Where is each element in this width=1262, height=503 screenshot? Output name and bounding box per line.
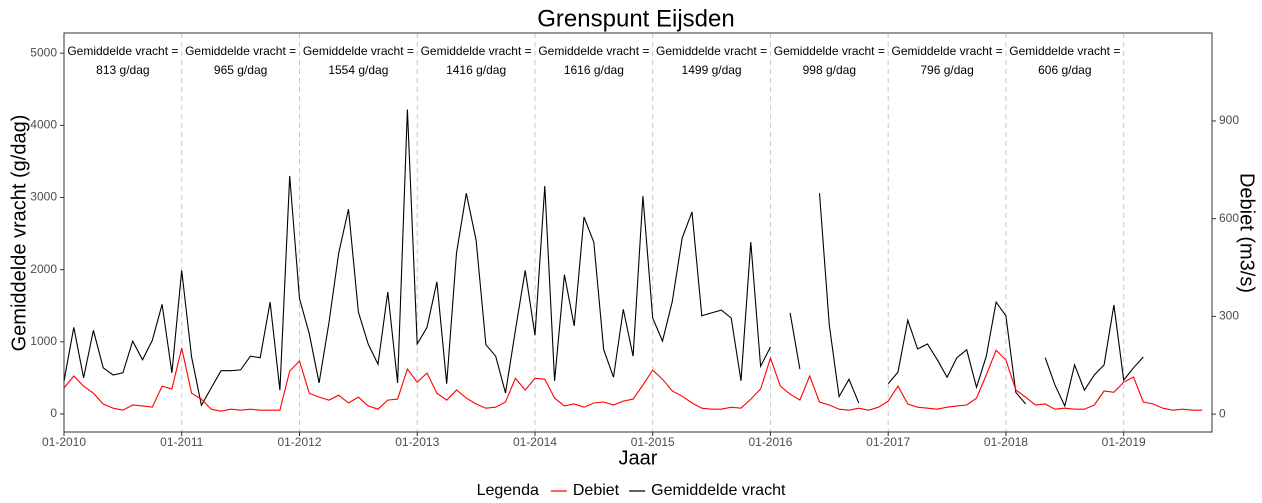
x-tick-label: 01-2016 bbox=[748, 435, 792, 449]
y2-tick-label: 600 bbox=[1219, 211, 1239, 225]
y2-tick-label: 0 bbox=[1219, 406, 1226, 420]
y-tick-label: 3000 bbox=[30, 190, 57, 204]
x-tick-label: 01-2012 bbox=[277, 435, 321, 449]
annotation: 1616 g/dag bbox=[564, 63, 624, 77]
plot-frame bbox=[63, 32, 1213, 433]
annotation: Gemiddelde vracht = bbox=[656, 44, 767, 58]
annotation: Gemiddelde vracht = bbox=[1009, 44, 1120, 58]
y-tick-label: 2000 bbox=[30, 262, 57, 276]
annotation: 965 g/dag bbox=[214, 63, 267, 77]
y2-axis-title: Debiet (m3/s) bbox=[1236, 173, 1258, 293]
annotation: Gemiddelde vracht = bbox=[67, 44, 178, 58]
annotation: Gemiddelde vracht = bbox=[538, 44, 649, 58]
annotation: 796 g/dag bbox=[920, 63, 973, 77]
x-tick-label: 01-2010 bbox=[42, 435, 86, 449]
y-tick-label: 1000 bbox=[30, 334, 57, 348]
annotation: Gemiddelde vracht = bbox=[774, 44, 885, 58]
y-tick-label: 5000 bbox=[30, 45, 57, 59]
x-tick-label: 01-2014 bbox=[513, 435, 557, 449]
annotation: Gemiddelde vracht = bbox=[892, 44, 1003, 58]
legend-label: Gemiddelde vracht bbox=[651, 482, 786, 499]
legend-title: Legenda bbox=[477, 482, 539, 499]
y-axis-title: Gemiddelde vracht (g/dag) bbox=[8, 115, 30, 352]
annotation: 1554 g/dag bbox=[328, 63, 388, 77]
series-line bbox=[63, 109, 1144, 408]
y-tick-label: 4000 bbox=[30, 118, 57, 132]
series-line bbox=[63, 347, 1203, 412]
x-axis-title: Jaar bbox=[619, 447, 658, 469]
x-tick-label: 01-2017 bbox=[866, 435, 910, 449]
annotation: Gemiddelde vracht = bbox=[303, 44, 414, 58]
y2-tick-label: 300 bbox=[1219, 309, 1239, 323]
x-tick-label: 01-2018 bbox=[984, 435, 1028, 449]
annotation: Gemiddelde vracht = bbox=[421, 44, 532, 58]
annotation: 606 g/dag bbox=[1038, 63, 1091, 77]
x-tick-label: 01-2019 bbox=[1102, 435, 1146, 449]
x-tick-label: 01-2011 bbox=[160, 435, 203, 449]
annotation: 1416 g/dag bbox=[446, 63, 506, 77]
y-tick-label: 0 bbox=[50, 406, 57, 420]
annotation: 998 g/dag bbox=[803, 63, 856, 77]
y2-tick-label: 900 bbox=[1219, 113, 1239, 127]
annotation: 1499 g/dag bbox=[682, 63, 742, 77]
annotation: 813 g/dag bbox=[96, 63, 149, 77]
annotation: Gemiddelde vracht = bbox=[185, 44, 296, 58]
legend-label: Debiet bbox=[573, 482, 620, 499]
x-tick-label: 01-2013 bbox=[395, 435, 439, 449]
chart-title: Grenspunt Eijsden bbox=[537, 5, 734, 32]
x-tick-label: 01-2015 bbox=[631, 435, 675, 449]
